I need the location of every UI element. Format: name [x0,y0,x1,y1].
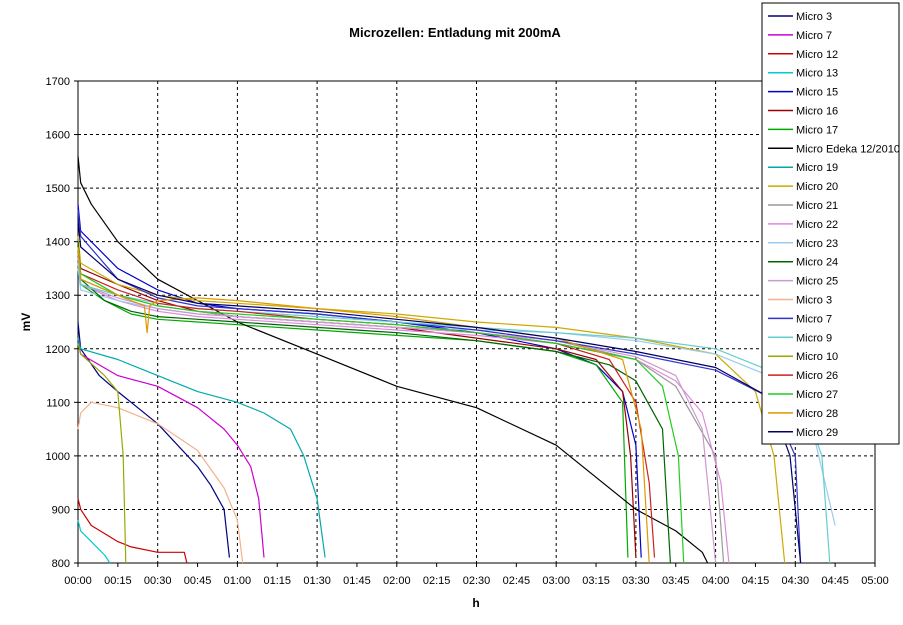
x-tick-label: 00:30 [144,575,172,587]
series-line-23 [77,220,802,564]
y-tick-label: 1300 [46,290,70,302]
legend-entry: Micro 16 [796,106,838,118]
x-tick-label: 02:15 [423,575,451,587]
legend-entry: Micro 27 [796,389,838,401]
legend-entry: Micro 22 [796,219,838,231]
series-line-22 [77,246,650,564]
legend-entry: Micro 24 [796,257,838,269]
y-tick-label: 1200 [46,344,70,356]
x-tick-label: 01:15 [263,575,291,587]
y-tick-label: 1000 [46,451,70,463]
legend-entry: Micro 3 [796,295,832,307]
x-tick-labels: 00:00 00:15 00:30 00:45 01:00 01:15 01:30 01:45… [64,563,889,587]
series-line-16 [77,401,244,564]
x-tick-label: 04:45 [821,575,849,587]
series-line-21 [77,246,685,564]
series-line-3 [77,498,188,564]
legend: Micro 3 Micro 7 Micro 12 Micro 13 Micro 15 Mi… [761,2,900,445]
x-tick-label: 00:15 [104,575,132,587]
legend-entry: Micro 19 [796,162,838,174]
x-tick-label: 04:15 [742,575,770,587]
x-tick-label: 01:00 [224,575,252,587]
x-tick-label: 05:00 [861,575,889,587]
y-tick-label: 1700 [46,76,70,88]
x-tick-label: 00:00 [64,575,92,587]
x-tick-label: 01:30 [303,575,331,587]
x-tick-label: 02:45 [503,575,531,587]
legend-entry: Micro 7 [796,313,832,325]
y-tick-label: 900 [52,504,70,516]
legend-entry: Micro 29 [796,427,838,439]
chart-title: Microzellen: Entladung mit 200mA [349,25,561,40]
y-tick-label: 1600 [46,130,70,142]
legend-entry: Micro 23 [796,238,838,250]
legend-entry: Micro 9 [796,332,832,344]
x-tick-label: 04:30 [782,575,810,587]
x-tick-label: 02:00 [383,575,411,587]
series-line-9 [77,337,326,558]
legend-entry: Micro 26 [796,370,838,382]
legend-entry: Micro 28 [796,408,838,420]
x-tick-label: 03:15 [582,575,610,587]
x-tick-label: 02:30 [463,575,491,587]
legend-entry: Micro 13 [796,68,838,80]
x-tick-label: 00:45 [184,575,212,587]
y-tick-label: 1400 [46,237,70,249]
legend-entry: Micro 15 [796,87,838,99]
legend-entry: Micro 12 [796,49,838,61]
x-tick-label: 03:30 [622,575,650,587]
series-line-10 [77,236,786,564]
x-tick-label: 04:00 [702,575,730,587]
legend-entry: Micro Edeka 12/2010 [796,143,900,155]
series-line-2 [77,338,265,558]
series-line-15 [77,263,717,564]
series-line-4 [77,520,111,564]
y-tick-label: 800 [52,558,70,570]
legend-entry: Micro 17 [796,124,838,136]
series-line-19 [77,343,127,564]
x-axis-label: h [472,596,479,610]
y-tick-labels: 800 900 1000 1100 1200 1300 1400 1500 1600 1700 [46,76,78,570]
legend-entry: Micro 21 [796,200,838,212]
legend-entry: Micro 25 [796,276,838,288]
series-line-8 [77,155,709,564]
legend-entry: Micro 10 [796,351,838,363]
series-line-12 [77,257,730,564]
legend-entry: Micro 3 [796,11,832,23]
legend-entry: Micro 20 [796,181,838,193]
x-tick-label: 03:00 [542,575,570,587]
legend-entry: Micro 7 [796,30,832,42]
y-tick-label: 1100 [46,397,70,409]
x-tick-label: 03:45 [662,575,690,587]
y-axis-label: mV [19,313,33,332]
x-tick-label: 01:45 [343,575,371,587]
y-tick-label: 1500 [46,183,70,195]
